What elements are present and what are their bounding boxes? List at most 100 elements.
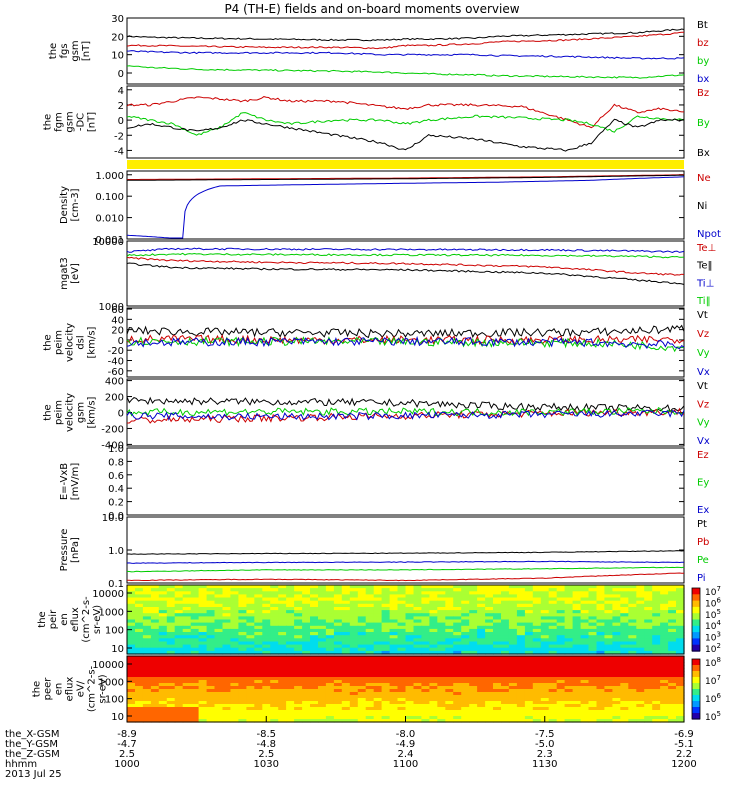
spectrogram-cell [524,698,534,702]
y-axis-label: the [48,43,59,59]
spectrogram-cell [485,641,494,646]
series-line-fgm-bx [126,118,685,152]
spectrogram-cell [596,689,606,693]
spectrogram-cell [278,647,287,652]
spectrogram-cell [135,625,144,630]
spectrogram-cell [349,638,359,642]
spectrogram-cell [453,659,462,663]
y-axis-label: peim [54,330,65,355]
spectrogram-cell [214,650,224,655]
spectrogram-cell [572,710,582,714]
spectrogram-cell [270,677,279,681]
spectrogram-cell [612,607,621,611]
spectrogram-cell [135,683,144,687]
spectrogram-cell [429,719,438,723]
spectrogram-cell [389,668,399,672]
spectrogram-cell [206,659,216,663]
spectrogram-cell [668,665,677,669]
spectrogram-cell [477,625,486,630]
spectrogram-cell [453,588,462,592]
spectrogram-cell [660,707,669,711]
spectrogram-cell [357,710,367,714]
spectrogram-cell [230,585,239,589]
spectrogram-cell [437,704,446,708]
spectrogram-cell [127,628,136,633]
spectrogram-cell [238,686,247,690]
spectrogram-cell [604,698,613,702]
spectrogram-cell [453,644,462,649]
spectrogram-cell [548,594,558,599]
spectrogram-cell [198,650,208,655]
spectrogram-cell [620,638,629,642]
spectrogram-cell [660,719,669,723]
spectrogram-cell [636,585,645,589]
spectrogram-cell [588,619,598,624]
spectrogram-cell [660,689,669,693]
spectrogram-cell [286,625,295,630]
spectrogram-cell [294,662,303,666]
spectrogram-cell [413,635,423,639]
spectrogram-cell [373,662,383,666]
spectrogram-cell [389,719,399,723]
spectrogram-cell [580,613,590,617]
spectrogram-cell [150,695,160,699]
spectrogram-cell [421,671,430,675]
spectrogram-cell [286,641,295,646]
spectrogram-cell [230,647,239,652]
spectrogram-cell [381,686,391,690]
spectrogram-cell [636,665,645,669]
spectrogram-cell [493,701,502,705]
spectrogram-cell [612,638,621,642]
spectrogram-cell [246,622,255,627]
spectrogram-cell [548,671,558,675]
spectrogram-cell [676,692,685,696]
spectrogram-cell [660,683,669,687]
spectrogram-cell [548,677,558,681]
spectrogram-cell [381,588,391,592]
spectrogram-cell [278,600,287,605]
spectrogram-cell [668,674,677,678]
spectrogram-cell [270,695,279,699]
spectrogram-cell [652,603,661,608]
spectrogram-cell [421,591,430,595]
spectrogram-cell [349,591,359,595]
spectrogram-cell [516,585,526,589]
spectrogram-cell [516,600,526,605]
spectrogram-cell [325,597,335,602]
spectrogram-cell [405,686,415,690]
spectrogram-cell [572,668,582,672]
spectrogram-cell [278,632,287,636]
spectrogram-cell [318,719,327,723]
spectrogram-cell [238,650,247,655]
spectrogram-cell [532,689,542,693]
spectrogram-cell [318,607,327,611]
spectrogram-cell [580,644,590,649]
spectrogram-cell [532,695,542,699]
spectrogram-cell [294,628,303,633]
y-tick-label: -2 [114,131,124,142]
spectrogram-cell [676,650,685,655]
x-row-value: -4.8 [256,739,276,750]
spectrogram-cell [668,656,677,660]
spectrogram-cell [556,698,566,702]
spectrogram-cell [453,704,462,708]
spectrogram-cell [262,622,271,627]
spectrogram-cell [381,677,391,681]
spectrogram-cell [222,628,232,633]
spectrogram-cell [652,719,661,723]
spectrogram-cell [333,603,343,608]
spectrogram-cell [135,635,144,639]
colorbar-segment [692,591,700,595]
spectrogram-cell [516,710,526,714]
spectrogram-cell [206,656,216,660]
spectrogram-cell [453,597,462,602]
spectrogram-cell [206,632,216,636]
spectrogram-cell [341,647,351,652]
spectrogram-cell [357,641,367,646]
spectrogram-cell [373,707,383,711]
spectrogram-cell [636,603,645,608]
x-row-label: the_Z-GSM [5,749,60,760]
spectrogram-cell [222,704,232,708]
yellow-band [127,160,684,169]
